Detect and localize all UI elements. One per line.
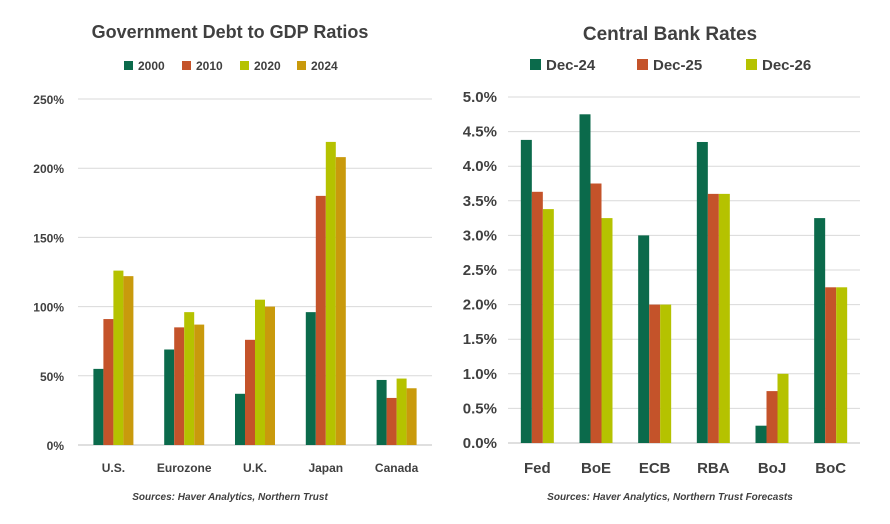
legend-swatch [637, 59, 648, 70]
bar-boj-dec-26 [777, 373, 789, 443]
bar-ecb-dec-26 [660, 304, 672, 443]
bar-boe-dec-24 [579, 114, 591, 444]
bar-japan-2010 [315, 195, 326, 445]
y-tick-label: 3.0% [463, 227, 497, 244]
bar-u-s-2020 [113, 270, 124, 445]
legend-label: 2000 [138, 59, 165, 73]
x-tick-label: BoC [815, 460, 846, 477]
source-note: Sources: Haver Analytics, Northern Trust [132, 492, 328, 503]
bar-boj-dec-24 [755, 425, 767, 443]
legend-swatch [124, 61, 133, 70]
bars [520, 114, 848, 444]
x-axis: U.S. Eurozone U.K. Japan Canada [102, 461, 419, 475]
y-tick-label: 250% [33, 93, 64, 107]
bar-boc-dec-26 [836, 287, 848, 443]
legend-swatch [240, 61, 249, 70]
x-axis: Fed BoE ECB RBA BoJ BoC [524, 460, 846, 477]
bar-eurozone-2024 [194, 324, 205, 445]
bar-boe-dec-26 [601, 218, 613, 443]
bar-canada-2024 [406, 388, 417, 445]
x-tick-label: Fed [524, 460, 551, 477]
bar-rba-dec-24 [696, 141, 708, 444]
y-tick-label: 0.0% [463, 435, 497, 452]
chart-title: Government Debt to GDP Ratios [92, 22, 369, 42]
bar-boe-dec-25 [590, 183, 602, 443]
y-tick-label: 1.0% [463, 366, 497, 383]
x-tick-label: Canada [375, 461, 419, 475]
legend-label: Dec-24 [546, 57, 596, 74]
y-tick-label: 0.5% [463, 400, 497, 417]
bar-canada-2020 [396, 378, 407, 445]
x-tick-label: U.K. [243, 461, 267, 475]
chart-legend: 2000 2010 2020 2024 [124, 59, 338, 73]
bar-eurozone-2010 [174, 327, 185, 445]
y-tick-label: 100% [33, 301, 64, 315]
bar-u-k-2020 [255, 299, 265, 445]
x-tick-label: ECB [639, 460, 671, 477]
bar-u-s-2024 [123, 276, 134, 445]
y-tick-label: 2.0% [463, 297, 497, 314]
legend-swatch [182, 61, 191, 70]
x-tick-label: BoJ [758, 460, 786, 477]
bar-rba-dec-26 [718, 193, 730, 443]
bar-u-s-2010 [103, 319, 114, 445]
legend-swatch [297, 61, 306, 70]
bar-eurozone-2020 [184, 312, 195, 445]
source-note: Sources: Haver Analytics, Northern Trust… [547, 492, 793, 503]
bar-rba-dec-25 [707, 193, 719, 443]
debt-to-gdp-chart: Government Debt to GDP Ratios 2000 2010 20… [33, 22, 432, 503]
chart-legend: Dec-24 Dec-25 Dec-26 [530, 57, 811, 74]
y-tick-label: 1.5% [463, 331, 497, 348]
y-tick-label: 4.5% [463, 124, 497, 141]
y-tick-label: 4.0% [463, 158, 497, 175]
bar-fed-dec-26 [542, 209, 554, 443]
legend-label: Dec-25 [653, 57, 702, 74]
bar-u-k-2000 [235, 393, 245, 445]
chart-title: Central Bank Rates [583, 24, 757, 45]
x-tick-label: RBA [697, 460, 730, 477]
bar-u-k-2010 [245, 339, 255, 445]
x-tick-label: Eurozone [157, 461, 212, 475]
bar-ecb-dec-24 [638, 235, 650, 443]
y-tick-label: 200% [33, 162, 64, 176]
bar-japan-2020 [325, 141, 336, 446]
bar-boj-dec-25 [766, 391, 778, 443]
y-tick-label: 150% [33, 231, 64, 245]
bar-fed-dec-24 [520, 139, 532, 444]
bar-boc-dec-24 [814, 218, 826, 443]
x-tick-label: BoE [581, 460, 611, 477]
bar-canada-2000 [376, 379, 387, 445]
bars [93, 141, 417, 446]
central-bank-rates-chart: Central Bank Rates Dec-24 Dec-25 Dec-26 0.… [463, 24, 860, 503]
legend-label: 2010 [196, 59, 223, 73]
legend-label: 2024 [311, 59, 338, 73]
bar-ecb-dec-25 [649, 304, 661, 443]
legend-label: 2020 [254, 59, 281, 73]
y-tick-label: 5.0% [463, 89, 497, 106]
x-tick-label: U.S. [102, 461, 125, 475]
bar-boc-dec-25 [825, 287, 837, 443]
y-axis: 0.0% 0.5% 1.0% 1.5% 2.0% 2.5% 3.0% 3.5% 4.0% 4.5%… [463, 89, 497, 452]
bar-canada-2010 [386, 397, 397, 445]
legend-label: Dec-26 [762, 57, 811, 74]
bar-eurozone-2000 [164, 349, 175, 445]
legend-swatch [530, 59, 541, 70]
y-tick-label: 0% [47, 439, 65, 453]
y-tick-label: 2.5% [463, 262, 497, 279]
x-tick-label: Japan [308, 461, 343, 475]
legend-swatch [746, 59, 757, 70]
y-axis: 0% 50% 100% 150% 200% 250% [33, 93, 64, 453]
bar-u-s-2000 [93, 368, 104, 445]
bar-u-k-2024 [265, 306, 275, 445]
bar-japan-2000 [305, 312, 316, 445]
bar-japan-2024 [335, 157, 346, 446]
y-tick-label: 50% [40, 370, 64, 384]
gridlines [508, 96, 860, 444]
bar-fed-dec-25 [531, 191, 543, 443]
y-tick-label: 3.5% [463, 193, 497, 210]
